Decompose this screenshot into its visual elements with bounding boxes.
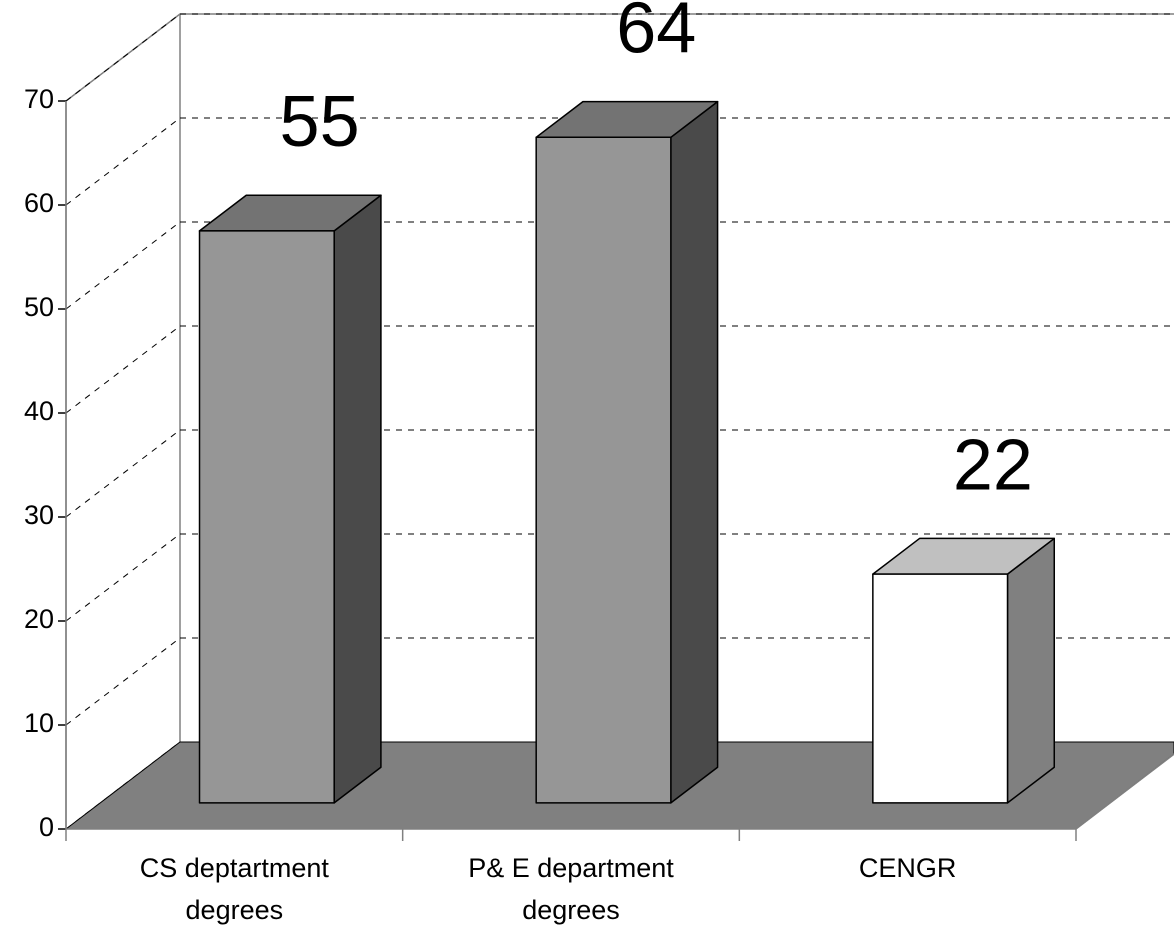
data-label: 64 [616,0,696,69]
y-tick-label: 20 [24,604,54,634]
grid-line [65,221,181,310]
y-tick-label: 70 [24,84,54,114]
x-tick-label: CENGR [859,853,957,883]
y-tick-label: 40 [24,396,54,426]
x-tick-label: degrees [522,895,620,925]
y-tick-label: 0 [39,812,54,842]
grid-line [65,533,181,622]
y-tick-label: 30 [24,500,54,530]
bar-front [872,573,1009,804]
bar-side [670,100,719,804]
grid-line [65,637,181,726]
y-tick-label: 50 [24,292,54,322]
x-tick-label: CS deptartment [140,853,330,883]
x-tick-label: P& E department [468,853,674,883]
bar-side [1006,537,1056,804]
grid-line [65,429,181,518]
grid-line [65,117,181,206]
y-tick-label: 10 [24,708,54,738]
grid-line [65,325,181,414]
data-label: 22 [953,425,1033,505]
bar-front [198,230,335,804]
data-label: 55 [280,82,360,162]
bar-side [333,194,382,804]
y-tick-label: 60 [24,188,54,218]
bar-front [535,136,672,804]
x-tick-label: degrees [186,895,284,925]
